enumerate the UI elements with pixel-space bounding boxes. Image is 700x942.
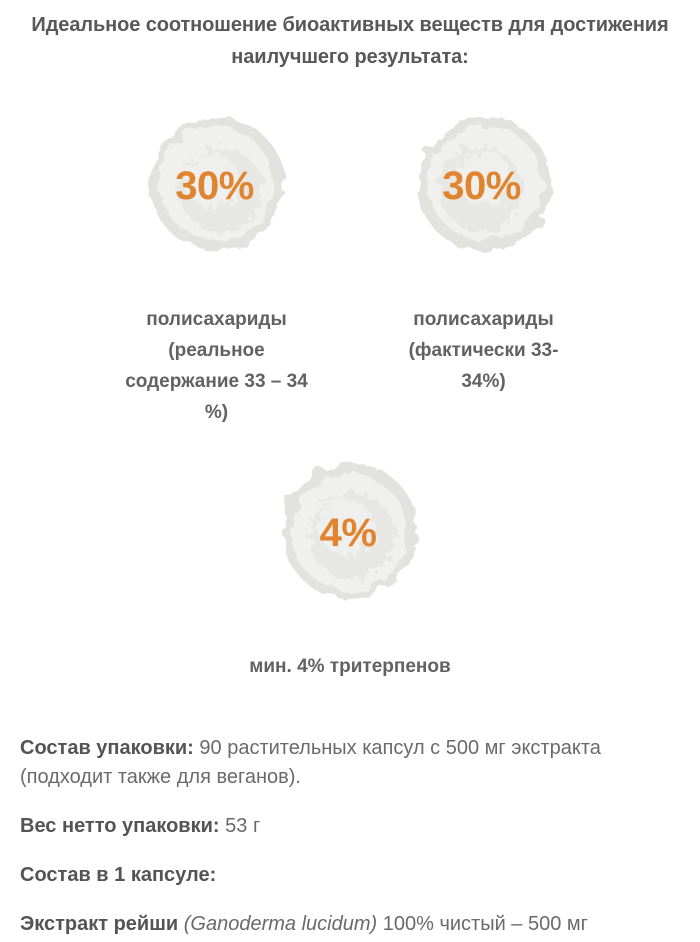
percentage-value: 30%	[442, 163, 521, 208]
paragraph-bold-label: Состав в 1 капсуле:	[20, 864, 217, 886]
paragraph-text: 100% чистый – 500 мг	[377, 913, 588, 935]
paragraph-text: 90 растительных капсул с 500 мг экстракт…	[20, 737, 601, 788]
watercolor-blob-icon	[282, 463, 418, 599]
paragraph-bold-label: Состав упаковки:	[20, 737, 194, 759]
composition-section: Состав упаковки: 90 растительных капсул …	[0, 734, 700, 939]
reishi-extract-paragraph: Экстракт рейши (Ganoderma lucidum) 100% …	[20, 910, 680, 939]
ratio-label: полисахариды (фактически 33- 34%)	[408, 309, 559, 392]
paragraph-bold-label: Вес нетто упаковки:	[20, 815, 220, 837]
latin-name-italic: (Ganoderma lucidum)	[178, 913, 378, 935]
percentage-value: 30%	[175, 163, 254, 208]
watercolor-circle: 30%	[409, 109, 559, 259]
watercolor-blob-icon	[149, 117, 284, 251]
ratio-label: мин. 4% тритерпенов	[249, 656, 451, 677]
watercolor-blob-icon	[416, 117, 551, 251]
paragraph-text: 53 г	[219, 815, 261, 837]
ratio-item-polysaccharides-actual: 30% полисахариды (фактически 33- 34%)	[364, 109, 604, 397]
percentage-value: 4%	[319, 510, 377, 555]
page-title: Идеальное соотношение биоактивных вещест…	[31, 14, 669, 68]
per-capsule-heading: Состав в 1 капсуле:	[20, 861, 680, 890]
ratio-row: 30% полисахариды (реальное содержание 33…	[0, 109, 700, 428]
ratio-item-triterpenes: 4% мин. 4% тритерпенов	[230, 456, 470, 682]
watercolor-circle: 4%	[275, 456, 425, 606]
paragraph-bold-label: Экстракт рейши	[20, 913, 179, 935]
package-contents-paragraph: Состав упаковки: 90 растительных капсул …	[20, 734, 680, 792]
ratio-label: полисахариды (реальное содержание 33 – 3…	[125, 309, 308, 423]
ratio-item-polysaccharides-real: 30% полисахариды (реальное содержание 33…	[97, 109, 337, 428]
net-weight-paragraph: Вес нетто упаковки: 53 г	[20, 812, 680, 841]
watercolor-circle: 30%	[142, 109, 292, 259]
